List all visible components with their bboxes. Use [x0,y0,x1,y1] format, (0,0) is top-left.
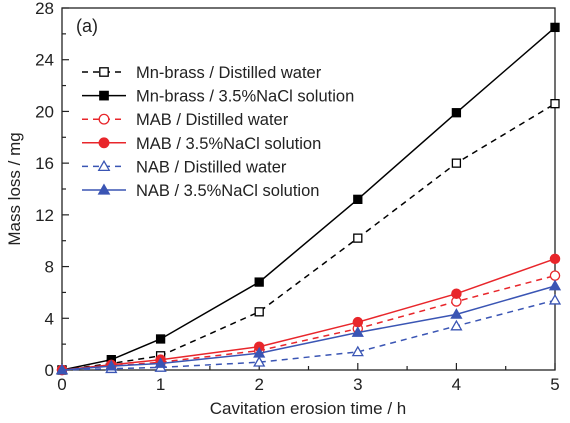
data-point [550,22,560,33]
y-tick-label: 24 [35,51,54,70]
data-point [154,357,167,368]
y-tick-label: 28 [35,0,54,18]
legend-entry: NAB / Distilled water [82,158,287,176]
legend-label: MAB / 3.5%NaCl solution [136,135,321,153]
legend-label: Mn-brass / 3.5%NaCl solution [136,88,354,106]
data-point [450,308,463,319]
data-point [254,307,264,317]
x-tick-label: 5 [550,375,559,394]
data-point [549,253,561,265]
y-tick-label: 20 [35,102,54,121]
data-point [353,233,363,243]
y-tick-label: 16 [35,154,54,173]
data-point [549,270,561,281]
data-point [450,319,463,331]
data-point [548,293,562,305]
data-point [353,194,363,204]
data-point [548,279,562,291]
legend-label: NAB / Distilled water [136,158,287,176]
legend-entry: Mn-brass / 3.5%NaCl solution [82,88,354,106]
legend-entry: MAB / 3.5%NaCl solution [82,135,321,153]
y-tick-label: 0 [45,361,54,380]
y-tick-label: 4 [45,309,54,328]
data-point [105,359,118,371]
series-group [55,279,562,375]
y-tick-label: 12 [35,206,54,225]
x-tick-label: 3 [353,375,362,394]
data-point [351,326,364,337]
data-point [351,345,364,357]
legend-marker [98,137,110,149]
legend-marker [97,159,111,171]
legend-label: NAB / 3.5%NaCl solution [136,182,319,200]
legend-marker [98,113,110,125]
panel-label: (a) [76,16,98,36]
x-tick-label: 0 [57,375,66,394]
data-point [253,346,266,358]
x-axis-label: Cavitation erosion time / h [210,399,407,418]
legend-marker [97,183,111,195]
data-point [451,288,462,299]
data-point [451,108,462,118]
data-point [254,277,264,287]
x-tick-label: 4 [452,375,461,394]
legend-label: Mn-brass / Distilled water [136,64,322,82]
legend-label: MAB / Distilled water [136,111,289,129]
data-point [451,158,462,168]
x-tick-label: 2 [254,375,263,394]
y-tick-label: 8 [45,258,54,277]
legend-marker [99,67,109,77]
series-group [56,270,561,376]
series-line [61,274,556,371]
data-point [253,355,266,367]
legend-entry: Mn-brass / Distilled water [82,64,322,82]
y-axis-label: Mass loss / mg [5,132,24,245]
legend-entry: MAB / Distilled water [82,111,289,129]
legend-entry: NAB / 3.5%NaCl solution [82,182,319,200]
data-point [55,363,69,375]
data-point [550,99,560,109]
legend-marker [99,90,109,101]
data-point [352,316,364,328]
data-point [155,334,166,344]
x-tick-label: 1 [156,375,165,394]
